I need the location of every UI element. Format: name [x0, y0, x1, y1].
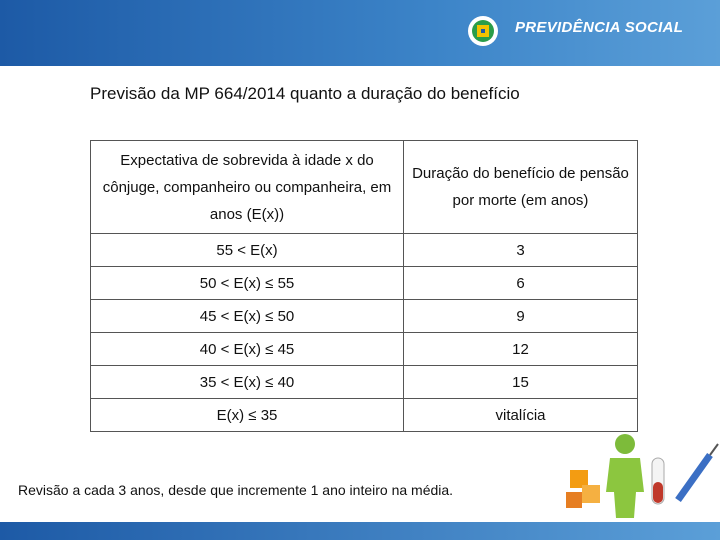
bottom-bar [0, 522, 720, 540]
table-row: 45 < E(x) ≤ 50 9 [90, 299, 638, 333]
table-cell: 12 [403, 332, 638, 366]
header-cell: Expectativa de sobrevida à idade x do cô… [90, 140, 404, 234]
table-row: 35 < E(x) ≤ 40 15 [90, 365, 638, 399]
table-cell: 45 < E(x) ≤ 50 [90, 299, 404, 333]
table-header: Expectativa de sobrevida à idade x do cô… [90, 140, 638, 234]
logo-text: PREVIDÊNCIA SOCIAL [515, 19, 684, 36]
table-row: E(x) ≤ 35 vitalícia [90, 398, 638, 432]
table-cell: vitalícia [403, 398, 638, 432]
table-cell: 50 < E(x) ≤ 55 [90, 266, 404, 300]
table-cell: 9 [403, 299, 638, 333]
slide-title: Previsão da MP 664/2014 quanto a duração… [90, 84, 520, 103]
top-bar [0, 0, 720, 66]
footnote: Revisão a cada 3 anos, desde que increme… [18, 482, 454, 498]
table-row: 55 < E(x) 3 [90, 233, 638, 267]
table: Expectativa de sobrevida à idade x do cô… [90, 140, 638, 432]
decorative-icons [566, 434, 719, 518]
table-row: 50 < E(x) ≤ 55 6 [90, 266, 638, 300]
logo-icon [468, 16, 498, 46]
table-cell: 55 < E(x) [90, 233, 404, 267]
header-cell: Duração do benefício de pensão por morte… [403, 140, 638, 234]
table-cell: 15 [403, 365, 638, 399]
table-cell: 40 < E(x) ≤ 45 [90, 332, 404, 366]
table-cell: 35 < E(x) ≤ 40 [90, 365, 404, 399]
table-cell: 3 [403, 233, 638, 267]
table-cell: E(x) ≤ 35 [90, 398, 404, 432]
table-row: 40 < E(x) ≤ 45 12 [90, 332, 638, 366]
table-cell: 6 [403, 266, 638, 300]
